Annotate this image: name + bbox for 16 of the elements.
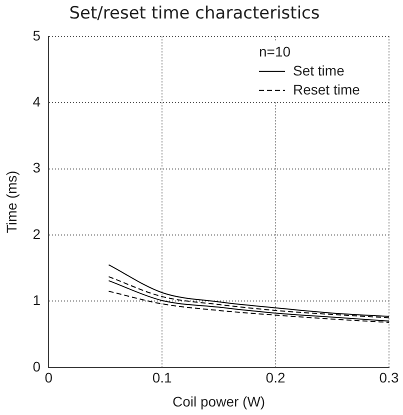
x-axis-title: Coil power (W) (172, 393, 266, 410)
y-tick-label: 2 (32, 226, 41, 242)
x-tick-label: 0.1 (152, 370, 172, 386)
y-tick-label: 0 (32, 358, 41, 374)
y-tick-label: 4 (32, 93, 41, 110)
y-tick-label: 5 (32, 27, 41, 44)
y-tick-label: 1 (32, 292, 41, 308)
y-tick-label: 3 (32, 160, 41, 176)
chart-title: Set/reset time characteristics (69, 4, 320, 24)
x-tick-label: 0.2 (266, 370, 286, 386)
legend-label: Reset time (293, 81, 360, 98)
y-axis-title: Time (ms) (3, 170, 20, 234)
x-tick-label: 0.3 (379, 370, 399, 386)
legend-label: Set time (293, 62, 345, 78)
x-tick-label: 0 (44, 370, 53, 386)
annotation: n=10 (259, 43, 291, 60)
